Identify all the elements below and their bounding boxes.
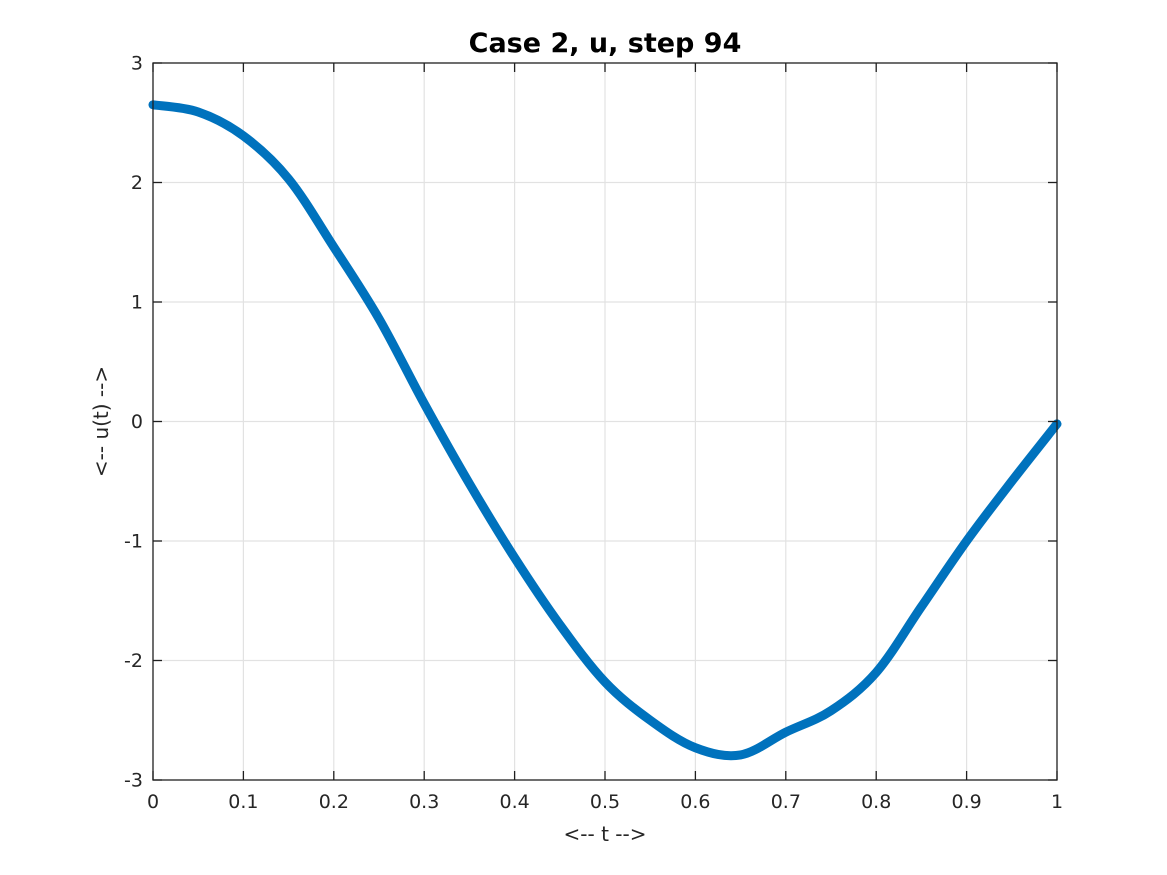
y-axis-label: <-- u(t) --> xyxy=(89,366,113,477)
x-tick-labels: 0 0.1 0.2 0.3 0.4 0.5 0.6 0.7 0.8 0.9 1 xyxy=(147,791,1063,813)
y-tick-label: 0 xyxy=(131,411,143,433)
x-tick-label: 0.9 xyxy=(951,791,981,813)
x-tick-label: 0.4 xyxy=(499,791,529,813)
x-tick-label: 0.1 xyxy=(228,791,258,813)
grid-layer xyxy=(153,63,1057,780)
x-axis-label: <-- t --> xyxy=(564,822,647,846)
x-tick-label: 0.2 xyxy=(319,791,349,813)
x-tick-label: 0.6 xyxy=(680,791,710,813)
y-tick-labels: -3 -2 -1 0 1 2 3 xyxy=(124,53,143,792)
x-tick-label: 0 xyxy=(147,791,159,813)
plot-title: Case 2, u, step 94 xyxy=(469,28,742,59)
x-tick-label: 0.7 xyxy=(771,791,801,813)
tick-marks-layer xyxy=(152,62,1058,781)
x-tick-label: 0.3 xyxy=(409,791,439,813)
x-tick-label: 1 xyxy=(1051,791,1063,813)
x-tick-label: 0.8 xyxy=(861,791,891,813)
series-line-u xyxy=(148,100,1062,761)
y-tick-label: 2 xyxy=(131,172,143,194)
y-tick-label: 1 xyxy=(131,292,143,314)
y-tick-label: -1 xyxy=(124,531,143,553)
y-tick-label: 3 xyxy=(131,53,143,75)
x-tick-label: 0.5 xyxy=(590,791,620,813)
y-tick-label: -3 xyxy=(124,770,143,792)
y-tick-label: -2 xyxy=(124,650,143,672)
